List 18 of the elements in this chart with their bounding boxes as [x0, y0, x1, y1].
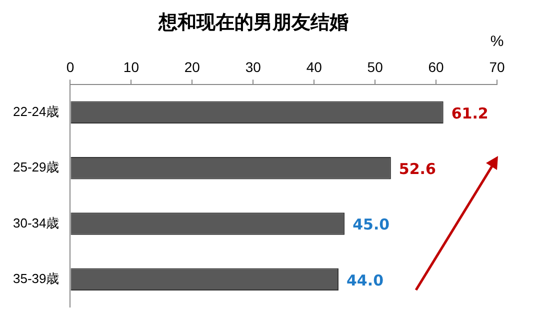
y-tick-label: 30-34歳: [13, 215, 60, 230]
data-label: 44.0: [346, 271, 384, 290]
x-axis-title: %: [490, 33, 504, 50]
data-label: 52.6: [398, 160, 436, 178]
x-tick-label: 30: [245, 59, 262, 76]
x-tick-label: 50: [367, 59, 384, 76]
x-tick-label: 40: [306, 59, 322, 76]
data-label: 45.0: [352, 216, 390, 234]
chart-title: 想和现在的男朋友结婚: [158, 11, 348, 34]
y-tick-label: 35-39歳: [13, 270, 60, 286]
x-tick-label: 10: [123, 59, 140, 76]
y-tick-label: 25-29歳: [13, 160, 60, 175]
data-label: 61.2: [451, 104, 488, 122]
x-tick-label: 70: [489, 59, 505, 76]
x-tick-label: 20: [184, 59, 200, 76]
x-tick-label: 0: [66, 59, 74, 76]
y-tick-label: 22-24歳: [13, 104, 60, 120]
x-tick-label: 60: [428, 59, 444, 76]
